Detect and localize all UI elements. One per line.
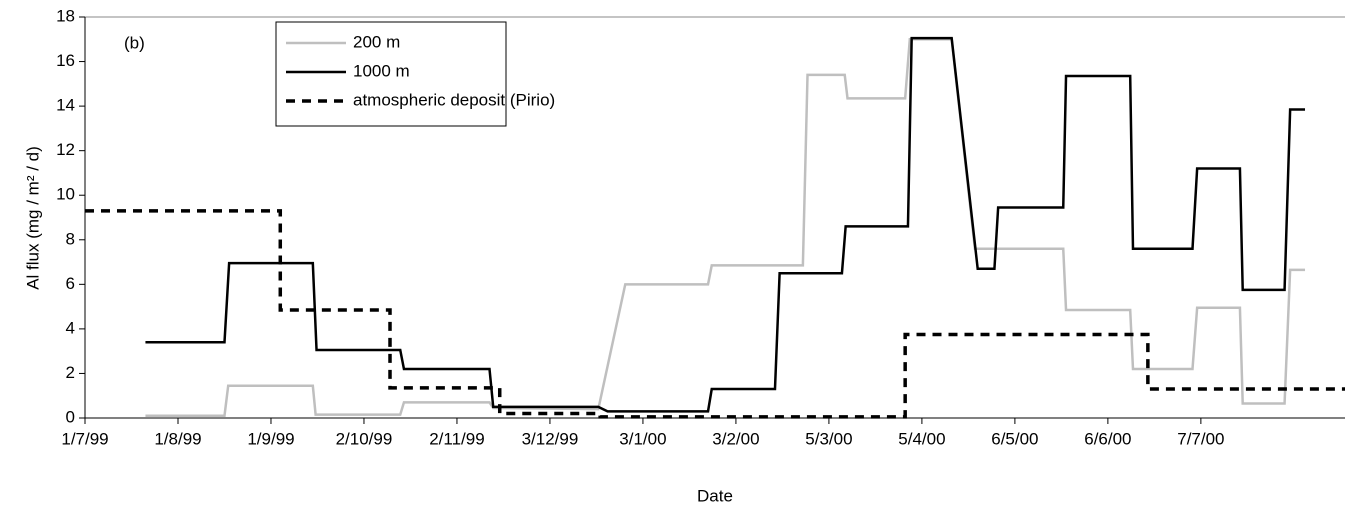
x-tick-label: 5/3/00 <box>805 429 852 448</box>
y-tick-label: 18 <box>56 6 75 25</box>
y-axis-label: Al flux (mg / m² / d) <box>23 146 42 290</box>
y-tick-label: 6 <box>66 274 75 293</box>
x-tick-label: 7/7/00 <box>1177 429 1224 448</box>
x-tick-label: 6/6/00 <box>1084 429 1131 448</box>
series-line <box>145 38 1306 418</box>
series-line <box>145 36 1306 413</box>
x-tick-label: 5/4/00 <box>898 429 945 448</box>
x-tick-label: 3/12/99 <box>522 429 579 448</box>
y-tick-label: 10 <box>56 185 75 204</box>
series-line <box>85 209 1345 419</box>
x-tick-label: 3/2/00 <box>712 429 759 448</box>
y-tick-label: 14 <box>56 96 75 115</box>
y-tick-label: 4 <box>66 318 75 337</box>
y-tick-label: 8 <box>66 229 75 248</box>
x-axis-label: Date <box>697 486 733 505</box>
legend-label: 1000 m <box>353 61 410 80</box>
x-tick-label: 2/10/99 <box>336 429 393 448</box>
legend-label: atmospheric deposit (Pirio) <box>353 90 555 109</box>
y-tick-label: 12 <box>56 140 75 159</box>
x-tick-label: 1/8/99 <box>154 429 201 448</box>
y-tick-label: 2 <box>66 363 75 382</box>
y-tick-label: 0 <box>66 407 75 426</box>
x-tick-label: 1/9/99 <box>247 429 294 448</box>
annotation: (b) <box>124 33 145 52</box>
x-tick-label: 3/1/00 <box>619 429 666 448</box>
x-tick-label: 1/7/99 <box>61 429 108 448</box>
legend-box <box>275 21 507 127</box>
x-tick-label: 2/11/99 <box>429 429 484 448</box>
y-tick-label: 16 <box>56 51 75 70</box>
legend-label: 200 m <box>353 32 400 51</box>
x-tick-label: 6/5/00 <box>991 429 1038 448</box>
